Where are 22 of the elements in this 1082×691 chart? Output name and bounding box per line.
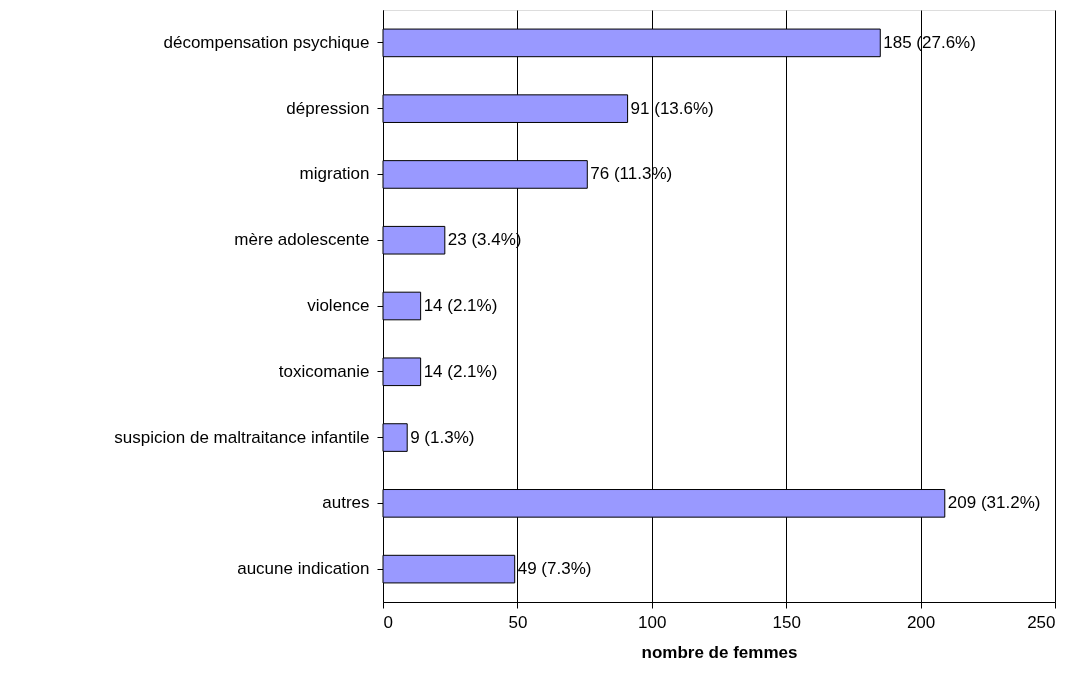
data-label: 91 (13.6%) [630, 98, 714, 118]
data-label: 14 (2.1%) [423, 296, 498, 315]
data-label: 209 (31.2%) [947, 493, 1041, 513]
x-tick-label: 250 [1027, 612, 1056, 632]
y-tick-label: toxicomanie [278, 361, 370, 381]
y-tick-label: mère adolescente [234, 230, 370, 250]
data-label: 9 (1.3%) [410, 427, 475, 447]
y-tick-label: migration [299, 164, 370, 184]
x-tick-label: 150 [772, 612, 801, 632]
x-tick-label: 50 [508, 612, 528, 632]
x-tick-label: 200 [906, 612, 936, 632]
x-tick-label: 100 [638, 612, 667, 632]
x-axis-title: nombre de femmes [641, 642, 798, 662]
y-tick-label: dépression [286, 98, 370, 118]
data-label: 14 (2.1%) [423, 361, 498, 381]
y-tick-label: aucune indication [237, 559, 370, 579]
x-tick-label: 0 [383, 612, 393, 632]
data-label: 49 (7.3%) [517, 559, 592, 579]
y-tick-label: autres [322, 493, 370, 513]
y-tick-label: violence [307, 296, 370, 315]
y-tick-label: suspicion de maltraitance infantile [114, 427, 370, 447]
y-tick-label: décompensation psychique [163, 32, 370, 52]
